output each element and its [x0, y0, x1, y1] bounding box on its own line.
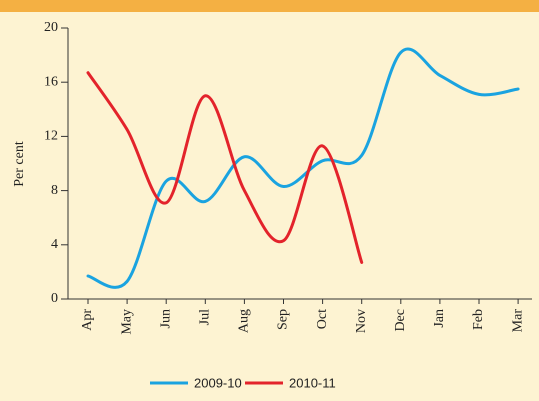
x-tick-label: Dec: [393, 309, 408, 332]
legend-label: 2009-10: [194, 375, 242, 390]
series-line: [86, 71, 364, 264]
x-tick-label: Oct: [315, 309, 330, 329]
x-tick-label: Jan: [432, 309, 447, 328]
series-line: [86, 47, 520, 289]
y-tick-label: 12: [44, 129, 58, 144]
y-tick-label: 20: [44, 20, 58, 35]
legend-label: 2010-11: [289, 375, 336, 390]
x-tick-label: Feb: [471, 309, 486, 330]
y-tick-label: 0: [51, 291, 58, 306]
x-tick-label: May: [119, 309, 134, 335]
y-tick-label: 4: [51, 237, 58, 252]
x-tick-label: Mar: [510, 309, 525, 333]
y-axis-label: Per cent: [12, 141, 27, 187]
y-tick-label: 16: [44, 74, 58, 89]
x-tick-label: Nov: [354, 309, 369, 333]
y-tick-label: 8: [51, 183, 58, 198]
x-tick-label: Jul: [198, 309, 213, 325]
x-tick-label: Sep: [276, 309, 291, 330]
header-strip: [0, 0, 539, 12]
x-tick-label: Apr: [80, 309, 95, 331]
x-tick-label: Jun: [158, 309, 173, 328]
x-tick-label: Aug: [237, 309, 252, 333]
